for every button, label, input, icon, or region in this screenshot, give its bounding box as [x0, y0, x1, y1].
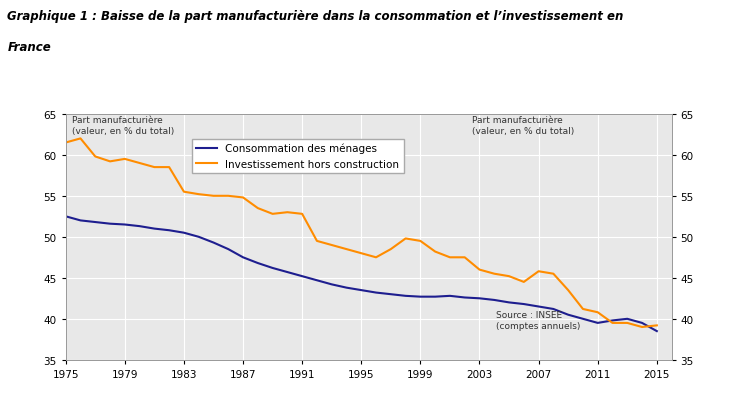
Consommation des ménages [416, 294, 425, 299]
Consommation des ménages [608, 318, 617, 323]
Investissement hors construction [608, 321, 617, 326]
Consommation des ménages [623, 317, 631, 321]
Consommation des ménages [106, 222, 115, 227]
Investissement hors construction [327, 243, 336, 248]
Consommation des ménages [386, 292, 395, 297]
Consommation des ménages [180, 231, 188, 236]
Investissement hors construction [445, 255, 454, 260]
Consommation des ménages [520, 302, 529, 307]
Consommation des ménages [239, 255, 247, 260]
Line: Consommation des ménages: Consommation des ménages [66, 217, 657, 331]
Consommation des ménages [549, 307, 558, 312]
Investissement hors construction [357, 251, 366, 256]
Investissement hors construction [402, 236, 410, 241]
Consommation des ménages [312, 278, 321, 283]
Consommation des ménages [357, 288, 366, 293]
Investissement hors construction [150, 165, 158, 170]
Investissement hors construction [268, 212, 277, 217]
Investissement hors construction [579, 307, 588, 312]
Consommation des ménages [504, 300, 513, 305]
Consommation des ménages [461, 295, 469, 300]
Consommation des ménages [194, 235, 203, 240]
Consommation des ménages [150, 227, 158, 231]
Consommation des ménages [165, 228, 174, 233]
Consommation des ménages [579, 317, 588, 321]
Text: Graphique 1 : Baisse de la part manufacturière dans la consommation et l’investi: Graphique 1 : Baisse de la part manufact… [7, 10, 623, 23]
Consommation des ménages [638, 321, 647, 326]
Investissement hors construction [372, 255, 380, 260]
Consommation des ménages [564, 312, 572, 317]
Consommation des ménages [135, 224, 144, 229]
Consommation des ménages [91, 220, 99, 225]
Text: France: France [7, 41, 51, 54]
Investissement hors construction [165, 165, 174, 170]
Consommation des ménages [61, 214, 70, 219]
Investissement hors construction [549, 272, 558, 276]
Investissement hors construction [239, 196, 247, 200]
Consommation des ménages [120, 222, 129, 227]
Investissement hors construction [461, 255, 469, 260]
Consommation des ménages [653, 329, 661, 334]
Consommation des ménages [445, 294, 454, 299]
Investissement hors construction [342, 247, 351, 252]
Investissement hors construction [638, 325, 647, 330]
Investissement hors construction [283, 210, 292, 215]
Text: Part manufacturière
(valeur, en % du total): Part manufacturière (valeur, en % du tot… [72, 116, 174, 136]
Investissement hors construction [534, 269, 543, 274]
Investissement hors construction [298, 212, 307, 217]
Text: Part manufacturière
(valeur, en % du total): Part manufacturière (valeur, en % du tot… [472, 116, 574, 136]
Legend: Consommation des ménages, Investissement hors construction: Consommation des ménages, Investissement… [192, 139, 404, 173]
Investissement hors construction [386, 247, 395, 252]
Consommation des ménages [209, 240, 218, 245]
Consommation des ménages [342, 285, 351, 290]
Consommation des ménages [283, 270, 292, 275]
Investissement hors construction [490, 272, 499, 276]
Investissement hors construction [76, 137, 85, 142]
Investissement hors construction [653, 323, 661, 328]
Investissement hors construction [224, 194, 233, 199]
Investissement hors construction [209, 194, 218, 199]
Investissement hors construction [623, 321, 631, 326]
Consommation des ménages [372, 290, 380, 295]
Consommation des ménages [268, 266, 277, 271]
Investissement hors construction [475, 267, 484, 272]
Consommation des ménages [298, 274, 307, 279]
Consommation des ménages [76, 218, 85, 223]
Investissement hors construction [253, 206, 262, 211]
Investissement hors construction [91, 155, 99, 160]
Investissement hors construction [564, 288, 572, 293]
Investissement hors construction [120, 157, 129, 162]
Consommation des ménages [490, 298, 499, 303]
Investissement hors construction [312, 239, 321, 244]
Consommation des ménages [534, 304, 543, 309]
Investissement hors construction [416, 239, 425, 244]
Investissement hors construction [194, 192, 203, 197]
Consommation des ménages [253, 261, 262, 266]
Investissement hors construction [135, 161, 144, 166]
Text: Source : INSEE
(comptes annuels): Source : INSEE (comptes annuels) [496, 310, 580, 330]
Line: Investissement hors construction: Investissement hors construction [66, 139, 657, 327]
Consommation des ménages [224, 247, 233, 252]
Consommation des ménages [327, 282, 336, 287]
Investissement hors construction [180, 190, 188, 195]
Consommation des ménages [593, 321, 602, 326]
Investissement hors construction [520, 280, 529, 285]
Consommation des ménages [475, 296, 484, 301]
Investissement hors construction [106, 160, 115, 164]
Investissement hors construction [504, 274, 513, 279]
Consommation des ménages [431, 294, 439, 299]
Investissement hors construction [61, 141, 70, 146]
Consommation des ménages [402, 294, 410, 299]
Investissement hors construction [593, 310, 602, 315]
Investissement hors construction [431, 249, 439, 254]
